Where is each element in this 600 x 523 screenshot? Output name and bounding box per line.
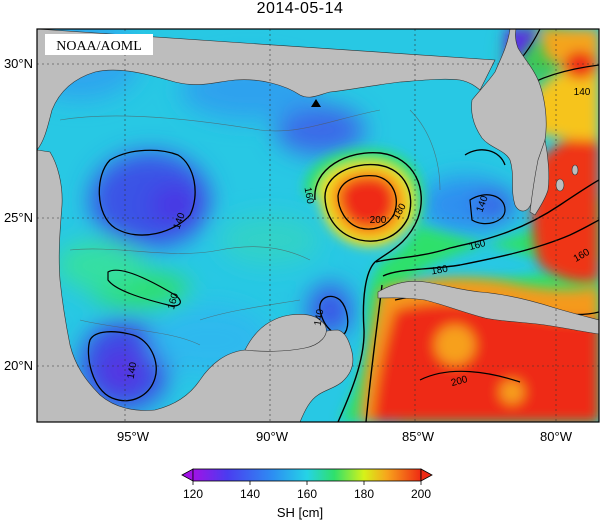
graticule <box>37 29 599 422</box>
lon-label-85: 85°W <box>402 429 435 444</box>
map-frame <box>36 28 600 423</box>
lat-label-30: 30°N <box>4 56 33 71</box>
credit-label: NOAA/AOML <box>56 39 142 54</box>
map-field <box>37 29 599 422</box>
contour-label: 160 <box>302 186 316 205</box>
lat-label-20: 20°N <box>4 358 33 373</box>
colorbar-tick: 120 <box>183 487 203 501</box>
contour-label: 140 <box>313 308 327 327</box>
credit-box <box>45 34 153 55</box>
lon-label-80: 80°W <box>540 429 573 444</box>
station-triangle-icon <box>311 99 321 107</box>
contour-label: 160 <box>468 238 487 253</box>
colorbar-tick: 200 <box>411 487 431 501</box>
colorbar: 120 140 160 180 200 <box>181 468 433 501</box>
contour-label: 140 <box>574 87 591 98</box>
lon-label-90: 90°W <box>256 429 289 444</box>
map-title: 2014-05-14 <box>256 0 344 17</box>
contour-label: 200 <box>370 215 387 226</box>
colorbar-tick: 180 <box>354 487 374 501</box>
colorbar-tick: 140 <box>240 487 260 501</box>
contour-label: 140 <box>126 361 140 380</box>
colorbar-ramp <box>192 468 422 482</box>
colorbar-units: SH [cm] <box>276 505 324 520</box>
lon-label-95: 95°W <box>117 429 150 444</box>
colorbar-tick: 160 <box>297 487 317 501</box>
contour-label-group: 140 140 160 140 160 200 180 160 140 180 … <box>126 87 592 389</box>
contour-label: 200 <box>450 374 469 389</box>
colorbar-high-arrow <box>420 468 433 482</box>
contour-label: 180 <box>430 264 449 278</box>
land <box>37 29 599 422</box>
contour-label: 160 <box>166 291 181 310</box>
colorbar-low-arrow <box>181 468 194 482</box>
lat-label-25: 25°N <box>4 210 33 225</box>
